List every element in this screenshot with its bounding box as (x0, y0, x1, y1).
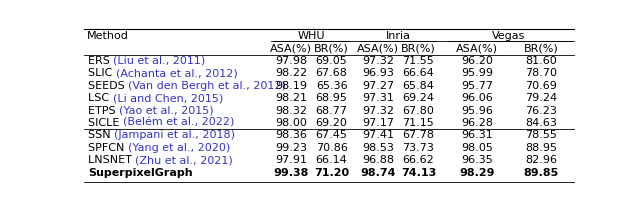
Text: 98.22: 98.22 (275, 68, 307, 78)
Text: LNSNET: LNSNET (88, 155, 135, 165)
Text: 70.86: 70.86 (316, 143, 348, 153)
Text: ASA(%): ASA(%) (357, 43, 399, 53)
Text: (Belém et al., 2022): (Belém et al., 2022) (123, 118, 234, 128)
Text: 99.38: 99.38 (273, 168, 309, 178)
Text: BR(%): BR(%) (314, 43, 349, 53)
Text: BR(%): BR(%) (401, 43, 436, 53)
Text: 95.99: 95.99 (461, 68, 493, 78)
Text: ASA(%): ASA(%) (456, 43, 498, 53)
Text: 96.35: 96.35 (461, 155, 493, 165)
Text: 78.55: 78.55 (525, 130, 557, 140)
Text: 96.20: 96.20 (461, 56, 493, 66)
Text: 99.23: 99.23 (275, 143, 307, 153)
Text: 98.53: 98.53 (362, 143, 394, 153)
Text: 70.69: 70.69 (525, 81, 557, 91)
Text: 97.27: 97.27 (362, 81, 394, 91)
Text: SEEDS: SEEDS (88, 81, 128, 91)
Text: 97.32: 97.32 (362, 56, 394, 66)
Text: 67.45: 67.45 (316, 130, 348, 140)
Text: 97.32: 97.32 (362, 106, 394, 116)
Text: BR(%): BR(%) (524, 43, 559, 53)
Text: 95.96: 95.96 (461, 106, 493, 116)
Text: 97.17: 97.17 (362, 118, 394, 128)
Text: 96.31: 96.31 (461, 130, 493, 140)
Text: 98.00: 98.00 (275, 118, 307, 128)
Text: 66.62: 66.62 (403, 155, 435, 165)
Text: ASA(%): ASA(%) (270, 43, 312, 53)
Text: 66.64: 66.64 (403, 68, 435, 78)
Text: 81.60: 81.60 (525, 56, 557, 66)
Text: 71.55: 71.55 (403, 56, 435, 66)
Text: SICLE: SICLE (88, 118, 123, 128)
Text: 96.06: 96.06 (461, 93, 493, 103)
Text: (Jampani et al., 2018): (Jampani et al., 2018) (114, 130, 235, 140)
Text: (Liu et al., 2011): (Liu et al., 2011) (113, 56, 205, 66)
Text: 98.05: 98.05 (461, 143, 493, 153)
Text: 95.77: 95.77 (461, 81, 493, 91)
Text: 96.88: 96.88 (362, 155, 394, 165)
Text: 71.20: 71.20 (314, 168, 349, 178)
Text: SLIC: SLIC (88, 68, 116, 78)
Text: 67.68: 67.68 (316, 68, 348, 78)
Text: 98.74: 98.74 (360, 168, 396, 178)
Text: 98.36: 98.36 (275, 130, 307, 140)
Text: 79.24: 79.24 (525, 93, 557, 103)
Text: Inria: Inria (386, 31, 411, 41)
Text: 65.84: 65.84 (403, 81, 435, 91)
Text: 67.78: 67.78 (403, 130, 435, 140)
Text: (Achanta et al., 2012): (Achanta et al., 2012) (116, 68, 237, 78)
Text: 65.36: 65.36 (316, 81, 348, 91)
Text: 97.31: 97.31 (362, 93, 394, 103)
Text: 78.70: 78.70 (525, 68, 557, 78)
Text: 84.63: 84.63 (525, 118, 557, 128)
Text: (Zhu et al., 2021): (Zhu et al., 2021) (135, 155, 233, 165)
Text: 98.21: 98.21 (275, 93, 307, 103)
Text: SPFCN: SPFCN (88, 143, 128, 153)
Text: 96.93: 96.93 (362, 68, 394, 78)
Text: Method: Method (86, 31, 129, 41)
Text: LSC: LSC (88, 93, 113, 103)
Text: 88.95: 88.95 (525, 143, 557, 153)
Text: 98.32: 98.32 (275, 106, 307, 116)
Text: WHU: WHU (298, 31, 325, 41)
Text: 69.20: 69.20 (316, 118, 348, 128)
Text: 97.41: 97.41 (362, 130, 394, 140)
Text: SSN: SSN (88, 130, 114, 140)
Text: 69.24: 69.24 (403, 93, 435, 103)
Text: 73.73: 73.73 (403, 143, 435, 153)
Text: 74.13: 74.13 (401, 168, 436, 178)
Text: Vegas: Vegas (492, 31, 525, 41)
Text: 68.77: 68.77 (316, 106, 348, 116)
Text: (Li and Chen, 2015): (Li and Chen, 2015) (113, 93, 223, 103)
Text: 97.98: 97.98 (275, 56, 307, 66)
Text: 98.29: 98.29 (459, 168, 495, 178)
Text: 89.85: 89.85 (524, 168, 559, 178)
Text: ETPS: ETPS (88, 106, 119, 116)
Text: 96.28: 96.28 (461, 118, 493, 128)
Text: 71.15: 71.15 (403, 118, 435, 128)
Text: (Yao et al., 2015): (Yao et al., 2015) (119, 106, 214, 116)
Text: 82.96: 82.96 (525, 155, 557, 165)
Text: 98.19: 98.19 (275, 81, 307, 91)
Text: 67.80: 67.80 (403, 106, 435, 116)
Text: (Yang et al., 2020): (Yang et al., 2020) (128, 143, 230, 153)
Text: 69.05: 69.05 (316, 56, 348, 66)
Text: 97.91: 97.91 (275, 155, 307, 165)
Text: 68.95: 68.95 (316, 93, 348, 103)
Text: SuperpixelGraph: SuperpixelGraph (88, 168, 193, 178)
Text: ERS: ERS (88, 56, 113, 66)
Text: 76.23: 76.23 (525, 106, 557, 116)
Text: 66.14: 66.14 (316, 155, 348, 165)
Text: (Van den Bergh et al., 2012): (Van den Bergh et al., 2012) (128, 81, 286, 91)
